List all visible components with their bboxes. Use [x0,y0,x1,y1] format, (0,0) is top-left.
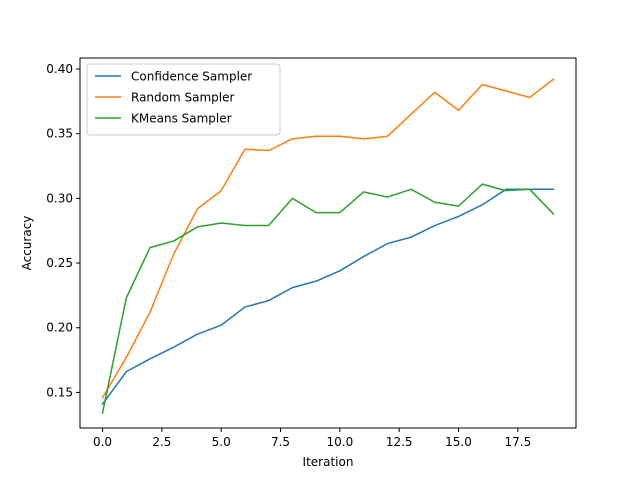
legend-label: KMeans Sampler [131,112,232,126]
x-tick-label: 2.5 [152,435,171,449]
y-axis-label: Accuracy [20,216,34,271]
series-line-random-sampler [101,78,555,399]
legend-label: Random Sampler [131,91,234,105]
axes-frame [79,57,577,429]
plot-area [101,78,555,415]
x-axis-label: Iteration [303,455,354,469]
y-tick-label: 0.15 [46,385,73,399]
x-tick-label: 7.5 [271,435,290,449]
y-axis: 0.15 0.20 0.25 0.30 0.35 0.40 [46,62,80,399]
x-axis: 0.0 2.5 5.0 7.5 10.0 12.5 15.0 17.5 [93,428,531,449]
y-tick-label: 0.30 [46,191,73,205]
series-line-confidence-sampler [101,188,555,406]
y-tick-label: 0.35 [46,127,73,141]
legend-box [86,63,281,136]
y-tick-label: 0.25 [46,256,73,270]
x-tick-label: 0.0 [93,435,112,449]
legend: Confidence Sampler Random Sampler KMeans S… [86,63,281,136]
legend-label: Confidence Sampler [131,70,252,84]
x-tick-label: 12.5 [386,435,413,449]
series-line-kmeans-sampler [101,183,555,415]
y-tick-label: 0.20 [46,321,73,335]
x-tick-label: 17.5 [504,435,531,449]
x-tick-label: 15.0 [445,435,472,449]
x-tick-label: 5.0 [212,435,231,449]
y-tick-label: 0.40 [46,62,73,76]
x-tick-label: 10.0 [327,435,354,449]
